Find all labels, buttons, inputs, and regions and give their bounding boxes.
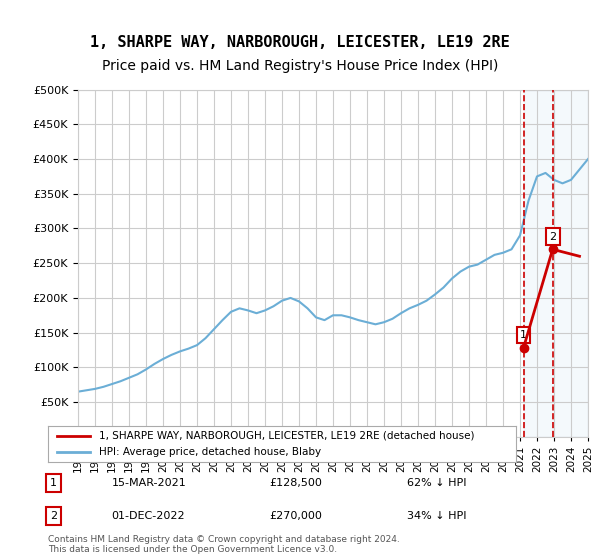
Text: Contains HM Land Registry data © Crown copyright and database right 2024.
This d: Contains HM Land Registry data © Crown c… (48, 535, 400, 554)
Text: 01-DEC-2022: 01-DEC-2022 (112, 511, 185, 521)
Text: £270,000: £270,000 (270, 511, 323, 521)
Text: 2: 2 (50, 511, 57, 521)
Text: 1: 1 (50, 478, 57, 488)
Text: 1, SHARPE WAY, NARBOROUGH, LEICESTER, LE19 2RE: 1, SHARPE WAY, NARBOROUGH, LEICESTER, LE… (90, 35, 510, 50)
Text: 34% ↓ HPI: 34% ↓ HPI (407, 511, 467, 521)
Text: HPI: Average price, detached house, Blaby: HPI: Average price, detached house, Blab… (100, 447, 322, 457)
Text: 2: 2 (549, 232, 556, 242)
Text: 1, SHARPE WAY, NARBOROUGH, LEICESTER, LE19 2RE (detached house): 1, SHARPE WAY, NARBOROUGH, LEICESTER, LE… (100, 431, 475, 441)
Text: 15-MAR-2021: 15-MAR-2021 (112, 478, 186, 488)
Bar (524, 90, 588, 437)
Text: Price paid vs. HM Land Registry's House Price Index (HPI): Price paid vs. HM Land Registry's House … (102, 59, 498, 73)
Text: 1: 1 (520, 330, 527, 340)
Text: £128,500: £128,500 (270, 478, 323, 488)
Text: 62% ↓ HPI: 62% ↓ HPI (407, 478, 467, 488)
